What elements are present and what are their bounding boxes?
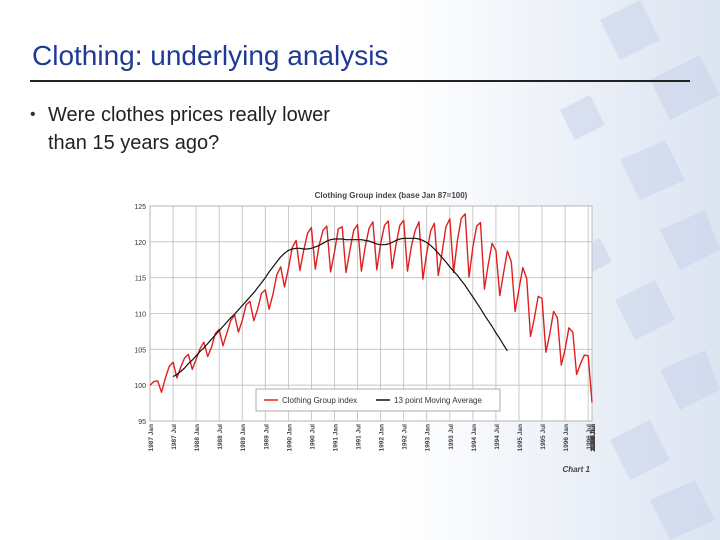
x-tick-label: 1990 Jan — [286, 424, 293, 451]
x-tick-label: 2000 Jan — [590, 424, 597, 451]
y-tick-label: 100 — [134, 383, 146, 390]
x-tick-label: 1987 Jan — [148, 424, 155, 451]
bullet-icon: • — [30, 106, 36, 123]
legend-label: Clothing Group index — [282, 396, 357, 405]
y-tick-label: 95 — [138, 419, 146, 426]
x-tick-label: 1994 Jan — [471, 424, 478, 451]
chart-title: Clothing Group index (base Jan 87=100) — [315, 191, 468, 200]
x-tick-label: 1990 Jul — [309, 424, 316, 450]
x-tick-label: 1989 Jul — [263, 424, 270, 450]
bullet-text: Were clothes prices really lower than 15… — [48, 104, 330, 154]
x-tick-label: 2000 Jul — [590, 424, 597, 450]
y-tick-label: 105 — [134, 347, 146, 354]
x-tick-label: 1988 Jan — [194, 424, 201, 451]
x-tick-label: 1993 Jan — [425, 424, 432, 451]
y-tick-label: 125 — [134, 204, 146, 211]
series-line-index — [149, 213, 593, 403]
x-tick-label: 1992 Jul — [402, 424, 409, 450]
x-tick-label: 1995 Jan — [517, 424, 524, 451]
x-tick-label: 1999 Jan — [590, 424, 597, 451]
x-tick-label: 1999 Jul — [590, 424, 597, 450]
x-tick-label: 1994 Jul — [494, 424, 501, 450]
y-tick-label: 115 — [135, 276, 146, 283]
x-tick-label: 2002 Jan — [590, 424, 597, 451]
x-tick-label: 1987 Jul — [171, 424, 178, 450]
x-tick-label: 1998 Jan — [590, 424, 597, 451]
x-tick-label: 1993 Jul — [448, 424, 455, 450]
x-tick-label: 1995 Jul — [540, 424, 547, 450]
y-tick-label: 120 — [134, 240, 146, 247]
x-tick-label: 1996 Jan — [563, 424, 570, 451]
x-tick-label: 2002 Jul — [590, 424, 597, 450]
x-tick-label: 1998 Jul — [590, 424, 597, 450]
x-tick-label: 1997 Jul — [590, 424, 597, 450]
x-tick-label: 1996 Jul — [586, 424, 593, 450]
legend-label: 13 point Moving Average — [394, 396, 482, 405]
x-tick-label: 1997 Jan — [590, 424, 597, 451]
chart-caption: Chart 1 — [562, 465, 590, 474]
x-tick-label: 1988 Jul — [217, 424, 224, 450]
x-tick-label: 2001 Jul — [590, 424, 597, 450]
slide-title: Clothing: underlying analysis — [32, 40, 389, 71]
x-tick-label: 1989 Jan — [240, 424, 247, 451]
x-tick-label: 1991 Jan — [332, 424, 339, 451]
x-tick-label: 1991 Jul — [356, 424, 363, 450]
x-tick-label: 1992 Jan — [379, 424, 386, 451]
y-tick-label: 110 — [135, 312, 146, 319]
title-divider — [30, 80, 690, 82]
series-line-moving-average — [172, 237, 508, 378]
x-tick-label: 2001 Jan — [590, 424, 597, 451]
